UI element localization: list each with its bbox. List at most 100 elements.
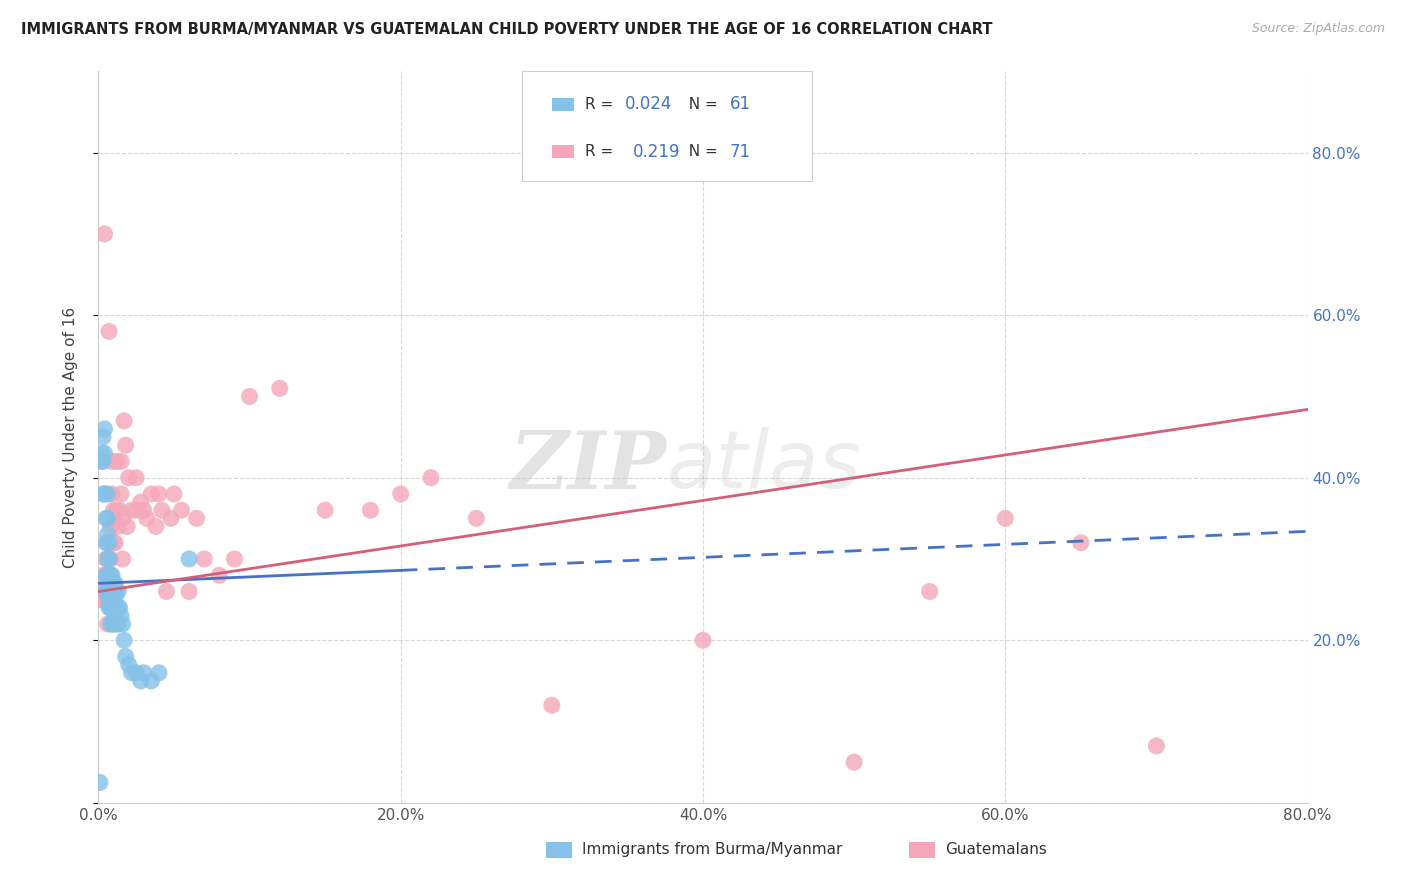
Point [179,552,201,566]
Point [96,568,118,582]
Point [193,552,215,566]
Point [112,633,135,648]
Point [111,617,134,632]
Point [90,592,112,607]
Point [98,325,121,339]
Point [360,503,382,517]
Point [105,600,128,615]
Point [96,568,118,582]
Point [148,665,170,680]
Point [89,592,111,607]
Point [111,552,134,566]
Point [104,608,127,623]
Point [135,511,157,525]
Point [141,673,163,688]
Point [96,584,118,599]
Point [107,617,129,632]
Point [918,584,941,599]
Point [93,576,115,591]
Point [100,568,122,582]
Point [105,454,128,468]
Point [91,454,114,468]
Point [98,552,121,566]
Point [105,584,128,599]
Point [269,381,291,395]
Point [179,584,201,599]
Point [90,576,112,591]
Point [844,755,866,769]
Text: Guatemalans: Guatemalans [945,842,1046,857]
Point [148,487,170,501]
Point [132,665,155,680]
Point [110,487,132,501]
Point [239,389,262,403]
Y-axis label: Child Poverty Under the Age of 16: Child Poverty Under the Age of 16 [63,307,77,567]
Point [96,511,118,525]
Point [465,511,488,525]
Point [103,503,125,517]
Point [96,552,118,566]
Point [98,592,121,607]
Point [111,511,134,525]
Point [132,503,155,517]
Point [107,519,129,533]
Point [125,471,148,485]
Point [98,535,121,549]
Point [101,568,124,582]
Point [110,608,132,623]
Point [155,584,177,599]
FancyBboxPatch shape [551,145,574,159]
Point [96,592,118,607]
Point [94,552,117,566]
Point [692,633,714,648]
Point [118,471,141,485]
Point [114,649,136,664]
Point [100,584,122,599]
Point [101,592,124,607]
Text: 61: 61 [730,95,751,113]
Point [90,446,112,460]
Text: 0.219: 0.219 [633,143,681,161]
Point [108,503,131,517]
Point [101,487,124,501]
Point [91,430,114,444]
Point [163,487,186,501]
Point [96,527,118,541]
Point [104,592,127,607]
Text: N =: N = [679,96,723,112]
Point [125,503,148,517]
Point [94,592,117,607]
Text: Immigrants from Burma/Myanmar: Immigrants from Burma/Myanmar [582,842,842,857]
Point [115,519,138,533]
Point [91,592,114,607]
Point [101,454,124,468]
Point [186,511,208,525]
Point [129,673,152,688]
Point [150,503,173,517]
Point [90,454,112,468]
Point [121,503,143,517]
Point [100,519,122,533]
Point [91,487,114,501]
Point [145,519,167,533]
Point [994,511,1017,525]
Point [540,698,562,713]
Point [314,503,336,517]
Point [104,511,127,525]
Point [125,665,148,680]
Point [100,592,122,607]
Point [91,568,114,582]
Point [105,617,128,632]
Point [93,446,115,460]
Point [89,775,111,789]
Point [93,592,115,607]
Point [129,495,152,509]
Point [141,487,163,501]
FancyBboxPatch shape [908,841,935,858]
Point [94,584,117,599]
Point [100,552,122,566]
Point [98,584,121,599]
Point [105,503,128,517]
Point [107,600,129,615]
Text: 71: 71 [730,143,751,161]
